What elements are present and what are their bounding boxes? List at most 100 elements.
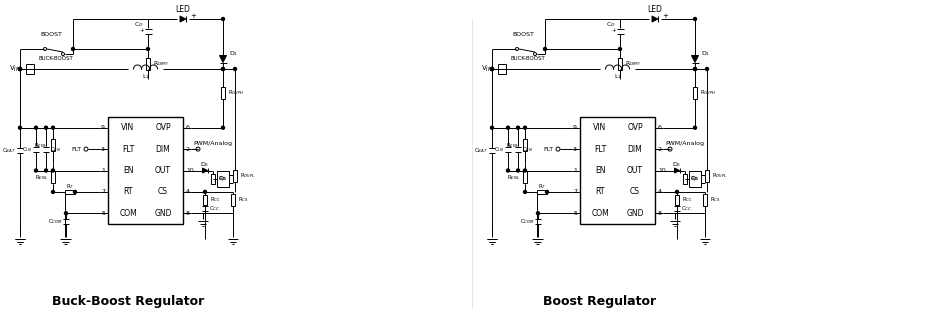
Circle shape: [64, 212, 68, 215]
Circle shape: [146, 47, 149, 51]
Circle shape: [491, 68, 494, 71]
Bar: [231, 194, 235, 206]
Text: BUCK-BOOST: BUCK-BOOST: [39, 57, 74, 62]
Text: 3: 3: [573, 147, 577, 152]
Bar: [498, 64, 506, 74]
Bar: [703, 194, 707, 206]
Text: BUCK-BOOST: BUCK-BOOST: [511, 57, 546, 62]
Text: +: +: [140, 28, 144, 33]
Text: 8: 8: [186, 211, 190, 216]
Circle shape: [516, 169, 519, 172]
Text: 4: 4: [186, 189, 190, 194]
Text: R$_G$: R$_G$: [218, 174, 228, 183]
Bar: [203, 195, 207, 205]
Text: 8: 8: [658, 211, 662, 216]
Text: R$_{OVPL}$: R$_{OVPL}$: [712, 171, 728, 180]
Text: +: +: [190, 13, 196, 19]
Text: R$_{CS}$: R$_{CS}$: [238, 195, 249, 204]
Text: FLT: FLT: [122, 145, 134, 154]
Bar: [523, 171, 527, 183]
Text: GND: GND: [626, 209, 644, 218]
Bar: [693, 87, 697, 99]
Text: FLT: FLT: [72, 147, 82, 152]
Circle shape: [694, 68, 697, 71]
Bar: [217, 171, 229, 187]
Bar: [705, 170, 709, 181]
Text: R$_{ENL}$: R$_{ENL}$: [507, 173, 520, 182]
Text: FLT: FLT: [594, 145, 606, 154]
Text: 7: 7: [101, 189, 105, 194]
Circle shape: [491, 68, 494, 71]
Text: C$_{EN}$: C$_{EN}$: [522, 145, 533, 154]
Text: 9: 9: [573, 125, 577, 130]
Text: COM: COM: [119, 209, 137, 218]
Circle shape: [491, 68, 494, 71]
Text: R$_{DMY}$: R$_{DMY}$: [625, 60, 642, 68]
Text: L$_1$: L$_1$: [142, 73, 149, 81]
Text: R$_{DMY}$: R$_{DMY}$: [153, 60, 170, 68]
Text: R$_{CC}$: R$_{CC}$: [682, 195, 693, 204]
Bar: [146, 58, 150, 70]
Text: OVP: OVP: [155, 123, 171, 132]
Bar: [211, 174, 215, 183]
Circle shape: [52, 190, 55, 193]
Circle shape: [618, 47, 621, 51]
Text: C$_{COM}$: C$_{COM}$: [48, 217, 63, 226]
Text: V$_{IN}$: V$_{IN}$: [9, 64, 21, 74]
Text: R$_{CS}$: R$_{CS}$: [710, 195, 721, 204]
Text: R$_{OVPH}$: R$_{OVPH}$: [228, 89, 244, 97]
Text: LED: LED: [176, 6, 191, 14]
Bar: [233, 170, 237, 181]
Text: C$_{EN}$: C$_{EN}$: [50, 145, 61, 154]
Text: 1: 1: [101, 168, 105, 173]
Circle shape: [19, 68, 22, 71]
Text: 2: 2: [658, 147, 662, 152]
Circle shape: [524, 190, 527, 193]
Text: EN: EN: [123, 166, 133, 175]
Text: CS: CS: [630, 187, 640, 196]
Bar: [65, 190, 75, 194]
Text: EN: EN: [595, 166, 605, 175]
Text: V$_{IN}$: V$_{IN}$: [481, 64, 493, 74]
Text: R$_{ENH}$: R$_{ENH}$: [34, 141, 48, 149]
Circle shape: [52, 169, 55, 172]
Bar: [26, 64, 34, 74]
Text: R$_{ENL}$: R$_{ENL}$: [35, 173, 48, 182]
Text: RT: RT: [124, 187, 133, 196]
Bar: [51, 171, 55, 183]
Text: BOOST: BOOST: [512, 33, 534, 37]
Circle shape: [222, 68, 225, 71]
Text: +: +: [662, 13, 668, 19]
Circle shape: [74, 190, 76, 193]
Text: Boost Regulator: Boost Regulator: [544, 295, 657, 308]
Circle shape: [222, 68, 225, 71]
Bar: [221, 87, 225, 99]
Text: R$_T$: R$_T$: [538, 182, 547, 191]
Text: 5: 5: [101, 211, 105, 216]
Text: 10: 10: [186, 168, 194, 173]
Polygon shape: [220, 56, 227, 62]
Text: RT: RT: [596, 187, 605, 196]
Text: 9: 9: [101, 125, 105, 130]
Text: 6: 6: [658, 125, 662, 130]
Circle shape: [222, 18, 225, 20]
Circle shape: [44, 169, 47, 172]
Text: OVP: OVP: [627, 123, 643, 132]
Text: PWM/Analog: PWM/Analog: [194, 141, 232, 146]
Bar: [683, 174, 687, 183]
Text: OUT: OUT: [627, 166, 643, 175]
Circle shape: [72, 47, 75, 51]
Text: VIN: VIN: [122, 123, 135, 132]
Text: C$_{BAT}$: C$_{BAT}$: [2, 146, 16, 155]
Bar: [618, 58, 622, 70]
Circle shape: [516, 126, 519, 129]
Text: 5: 5: [573, 211, 577, 216]
Text: OUT: OUT: [155, 166, 171, 175]
Text: FLT: FLT: [544, 147, 554, 152]
Circle shape: [546, 190, 548, 193]
Circle shape: [222, 126, 225, 129]
Polygon shape: [675, 168, 680, 173]
Text: Q$_1$: Q$_1$: [218, 174, 228, 183]
Polygon shape: [692, 56, 699, 62]
Text: GND: GND: [154, 209, 172, 218]
